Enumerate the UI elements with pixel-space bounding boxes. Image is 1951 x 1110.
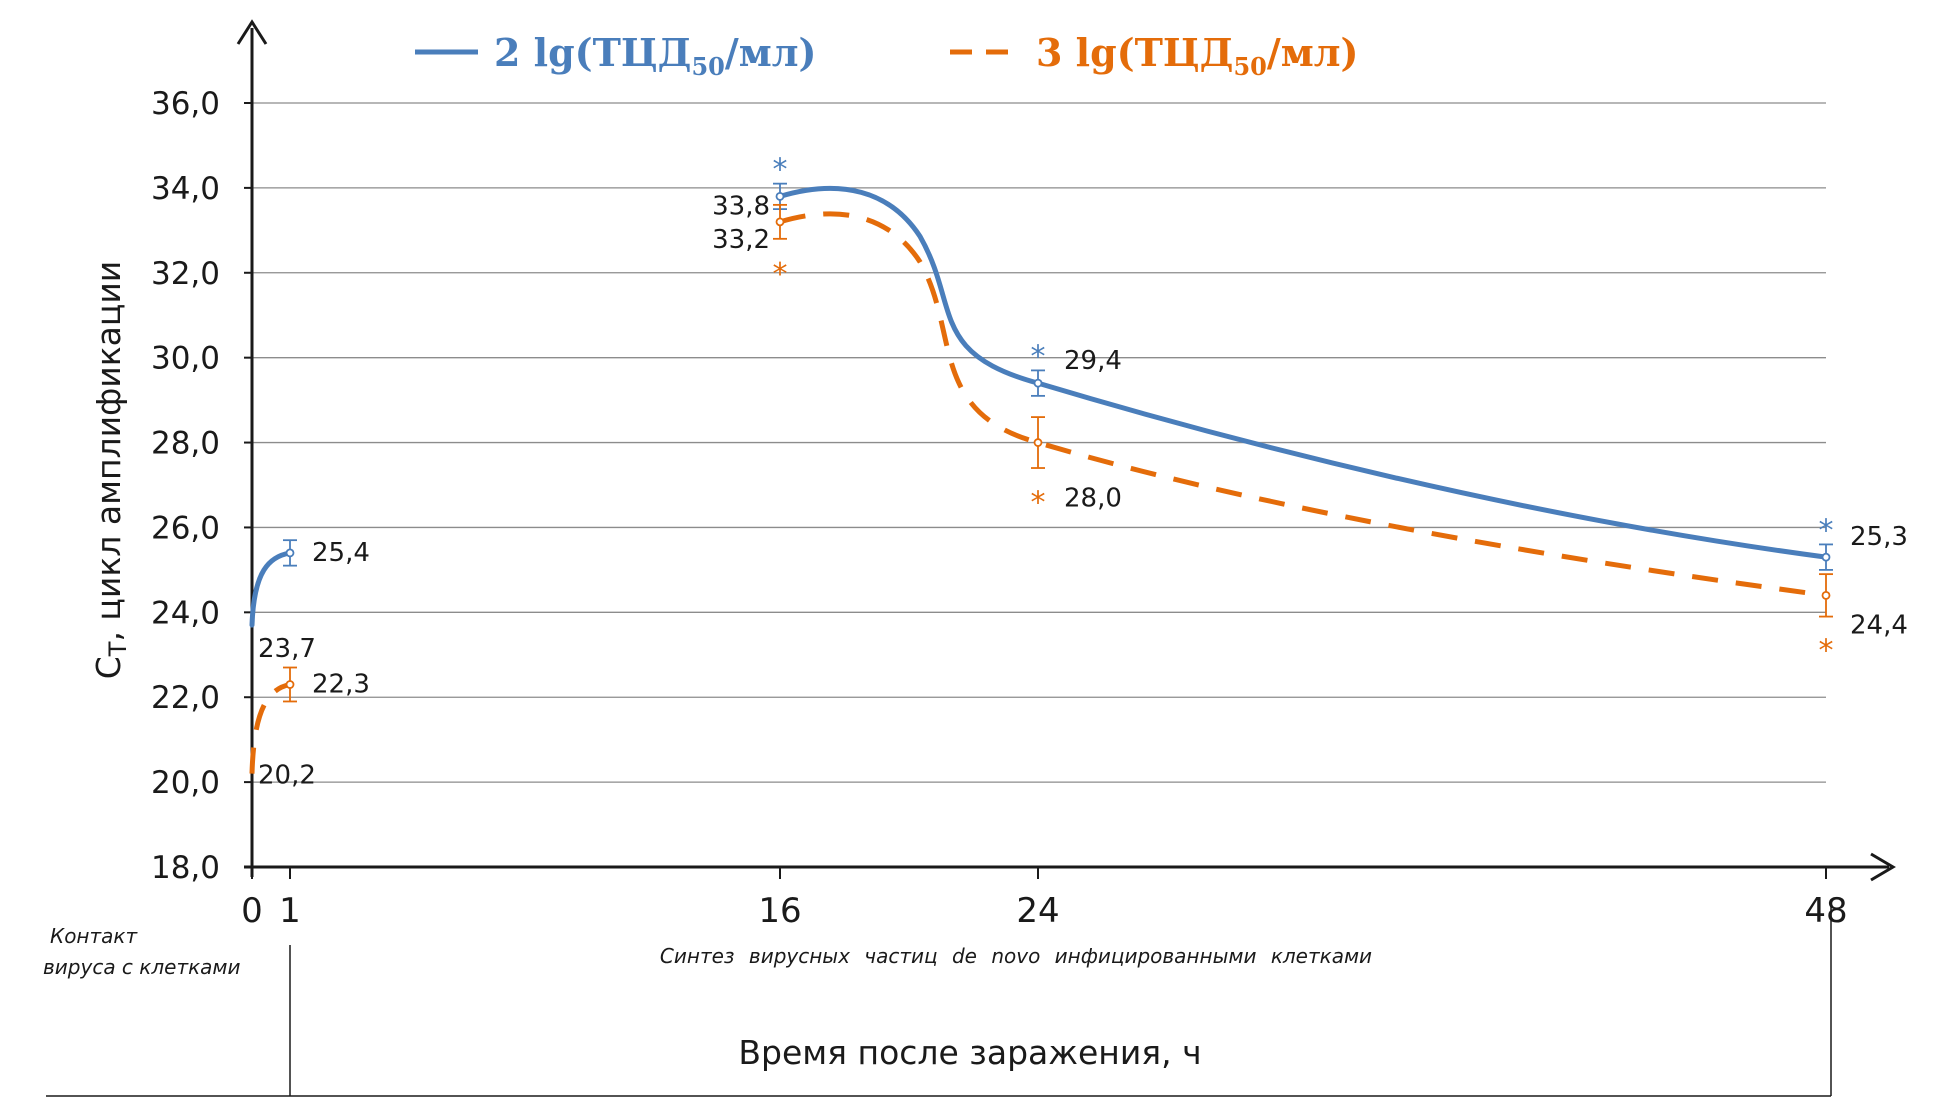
point-3lg-16 bbox=[775, 217, 785, 227]
data-label-2lg-0: 23,7 bbox=[258, 634, 316, 664]
data-label-2lg-48: 25,3 bbox=[1850, 522, 1908, 552]
y-axis-label: CT, цикл амплификации bbox=[89, 261, 132, 680]
y-tick-label-26: 26,0 bbox=[151, 510, 220, 546]
y-tick-label-30: 30,0 bbox=[151, 341, 220, 377]
data-labels: 23,725,433,8*29,4*25,3*20,222,333,2*28,0… bbox=[258, 153, 1908, 791]
legend-3lg-sub: 50 bbox=[1233, 52, 1266, 81]
point-3lg-48 bbox=[1821, 590, 1831, 600]
legend-3lg-end: /мл) bbox=[1267, 30, 1359, 75]
axes: 18,0 20,0 22,0 24,0 26,0 28,0 30,0 32,0 34,0 36,0… bbox=[151, 19, 1896, 931]
x-tick-label-0: 0 bbox=[241, 891, 263, 931]
y-axis-label-main: C bbox=[89, 656, 128, 679]
legend-label-2lg: 2 lg(ТЦД50/мл) bbox=[494, 30, 817, 81]
phase-synthesis: Синтез вирусных частиц de novo инфициров… bbox=[660, 944, 1372, 968]
data-label-3lg-1: 22,3 bbox=[312, 669, 370, 699]
y-tick-label-34: 34,0 bbox=[151, 171, 220, 207]
significance-star-2lg-48: * bbox=[1819, 513, 1834, 548]
data-label-2lg-1: 25,4 bbox=[312, 538, 370, 568]
significance-star-3lg-48: * bbox=[1819, 634, 1834, 669]
data-label-2lg-24: 29,4 bbox=[1064, 346, 1122, 376]
significance-star-2lg-16: * bbox=[773, 153, 788, 188]
legend-item-2lg: 2 lg(ТЦД50/мл) bbox=[415, 30, 817, 81]
y-axis-label-rest: , цикл амплификации bbox=[89, 261, 128, 642]
significance-star-3lg-16: * bbox=[773, 257, 788, 292]
data-label-3lg-48: 24,4 bbox=[1850, 610, 1908, 640]
y-tick-label-24: 24,0 bbox=[151, 595, 220, 631]
series-3lg-segment-0 bbox=[249, 682, 291, 774]
legend-2lg-end: /мл) bbox=[725, 30, 817, 75]
data-label-2lg-16: 33,8 bbox=[712, 191, 770, 221]
legend-3lg-main: 3 lg(ТЦД bbox=[1036, 30, 1233, 75]
significance-star-2lg-24: * bbox=[1031, 339, 1046, 374]
data-label-3lg-16: 33,2 bbox=[712, 225, 770, 255]
data-label-3lg-0: 20,2 bbox=[258, 761, 316, 791]
significance-star-3lg-24: * bbox=[1031, 486, 1046, 521]
legend-item-3lg: 3 lg(ТЦД50/мл) bbox=[950, 30, 1359, 81]
legend-2lg-main: 2 lg(ТЦД bbox=[494, 30, 691, 75]
data-label-3lg-24: 28,0 bbox=[1064, 484, 1122, 514]
y-tick-label-20: 20,0 bbox=[151, 765, 220, 801]
x-tick-label-48: 48 bbox=[1804, 891, 1847, 931]
point-2lg-24 bbox=[1033, 378, 1043, 388]
phase-contact-line2: вируса с клетками bbox=[43, 955, 241, 979]
series-layer bbox=[249, 182, 1833, 774]
legend: 2 lg(ТЦД50/мл) 3 lg(ТЦД50/мл) bbox=[415, 30, 1359, 81]
y-tick-label-18: 18,0 bbox=[151, 850, 220, 886]
y-tick-label-32: 32,0 bbox=[151, 256, 220, 292]
x-axis-label: Время после заражения, ч bbox=[738, 1033, 1201, 1072]
legend-2lg-sub: 50 bbox=[691, 52, 724, 81]
point-2lg-16 bbox=[775, 191, 785, 201]
x-tick-label-1: 1 bbox=[279, 891, 301, 931]
point-2lg-1 bbox=[285, 548, 295, 558]
y-axis-label-sub: T bbox=[104, 641, 132, 657]
y-tick-label-22: 22,0 bbox=[151, 680, 220, 716]
series-3lg-segment-1 bbox=[779, 211, 1827, 598]
point-3lg-1 bbox=[285, 680, 295, 689]
y-axis-arrow bbox=[236, 19, 268, 45]
series-2lg-segment-0 bbox=[249, 550, 293, 628]
legend-label-3lg: 3 lg(ТЦД50/мл) bbox=[1036, 30, 1359, 81]
point-3lg-24 bbox=[1033, 438, 1043, 447]
x-tick-label-16: 16 bbox=[758, 891, 801, 931]
y-tick-label-36: 36,0 bbox=[151, 86, 220, 122]
phase-contact-line1: Контакт bbox=[50, 924, 138, 948]
y-tick-label-28: 28,0 bbox=[151, 426, 220, 462]
x-axis-arrow bbox=[1870, 852, 1896, 882]
point-2lg-48 bbox=[1821, 552, 1831, 562]
x-tick-label-24: 24 bbox=[1016, 891, 1059, 931]
series-2lg-segment-1 bbox=[777, 185, 1829, 560]
